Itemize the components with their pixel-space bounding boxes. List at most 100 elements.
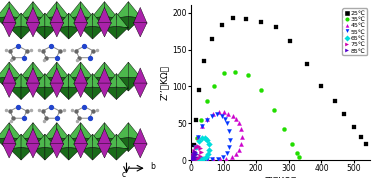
Polygon shape xyxy=(44,138,57,152)
Polygon shape xyxy=(57,62,70,78)
Point xyxy=(220,155,226,158)
Polygon shape xyxy=(44,77,57,91)
Polygon shape xyxy=(2,144,16,158)
Polygon shape xyxy=(20,77,33,91)
Polygon shape xyxy=(116,134,128,149)
Point xyxy=(210,158,216,161)
Polygon shape xyxy=(91,123,104,139)
Polygon shape xyxy=(50,144,64,158)
Polygon shape xyxy=(69,13,81,28)
Polygon shape xyxy=(0,17,9,31)
Polygon shape xyxy=(105,87,116,100)
Polygon shape xyxy=(104,138,118,152)
Point xyxy=(287,39,293,42)
Point xyxy=(219,24,225,27)
Point xyxy=(205,153,211,156)
Point xyxy=(294,151,300,154)
Polygon shape xyxy=(93,87,104,100)
Point xyxy=(191,157,197,160)
Polygon shape xyxy=(69,74,81,88)
Polygon shape xyxy=(33,74,45,88)
Polygon shape xyxy=(50,68,64,84)
Polygon shape xyxy=(20,138,33,152)
Polygon shape xyxy=(91,2,104,18)
Polygon shape xyxy=(57,74,69,88)
Point xyxy=(189,158,195,161)
Polygon shape xyxy=(9,2,22,18)
Polygon shape xyxy=(74,129,88,145)
Point xyxy=(236,148,242,151)
Point xyxy=(258,89,264,91)
Polygon shape xyxy=(68,123,81,139)
Polygon shape xyxy=(116,148,128,160)
Polygon shape xyxy=(69,87,81,100)
Polygon shape xyxy=(74,7,88,23)
Point xyxy=(191,158,197,161)
Y-axis label: Z’’（KΩ）: Z’’（KΩ） xyxy=(160,65,169,100)
Polygon shape xyxy=(68,2,81,18)
Polygon shape xyxy=(45,148,57,160)
Point xyxy=(196,140,202,142)
Polygon shape xyxy=(9,62,22,78)
Polygon shape xyxy=(26,129,40,145)
Polygon shape xyxy=(33,123,46,139)
Polygon shape xyxy=(9,13,21,28)
Polygon shape xyxy=(133,144,147,158)
Point xyxy=(225,112,231,115)
Point xyxy=(200,157,206,160)
Polygon shape xyxy=(81,148,93,160)
Polygon shape xyxy=(81,138,94,152)
Polygon shape xyxy=(128,62,141,78)
Polygon shape xyxy=(57,134,69,149)
Polygon shape xyxy=(91,17,104,31)
Polygon shape xyxy=(105,134,116,149)
Point xyxy=(222,117,228,120)
Polygon shape xyxy=(57,87,69,100)
Polygon shape xyxy=(9,17,22,31)
Point xyxy=(194,158,200,161)
Polygon shape xyxy=(133,83,147,98)
Polygon shape xyxy=(98,23,112,37)
Polygon shape xyxy=(116,27,128,39)
Point xyxy=(190,158,196,161)
Point xyxy=(220,72,226,75)
Point xyxy=(209,114,215,117)
Polygon shape xyxy=(81,62,94,78)
Polygon shape xyxy=(68,138,81,152)
Point xyxy=(230,16,236,19)
Point xyxy=(189,158,195,161)
Polygon shape xyxy=(104,77,118,91)
Point xyxy=(194,137,200,140)
Point xyxy=(245,74,251,77)
Point xyxy=(236,122,242,125)
Polygon shape xyxy=(91,138,104,152)
Polygon shape xyxy=(45,87,57,100)
Point xyxy=(332,100,338,103)
Point xyxy=(191,153,197,156)
Point xyxy=(189,155,195,158)
Point xyxy=(202,137,208,140)
Polygon shape xyxy=(57,148,69,160)
Polygon shape xyxy=(115,138,128,152)
Polygon shape xyxy=(128,123,141,139)
Point xyxy=(211,85,217,88)
Point xyxy=(192,145,198,148)
Polygon shape xyxy=(2,129,16,145)
Point xyxy=(217,158,223,161)
Polygon shape xyxy=(0,62,9,78)
Polygon shape xyxy=(33,87,45,100)
Text: c: c xyxy=(122,170,126,178)
Polygon shape xyxy=(91,77,104,91)
Polygon shape xyxy=(21,87,33,100)
Polygon shape xyxy=(2,68,16,84)
Polygon shape xyxy=(98,68,112,84)
Polygon shape xyxy=(81,87,93,100)
Polygon shape xyxy=(45,27,57,39)
Point xyxy=(189,157,195,160)
Point xyxy=(224,151,230,154)
Polygon shape xyxy=(116,87,128,100)
Polygon shape xyxy=(50,23,64,37)
Point xyxy=(229,156,235,159)
Polygon shape xyxy=(9,27,21,39)
Polygon shape xyxy=(21,13,33,28)
